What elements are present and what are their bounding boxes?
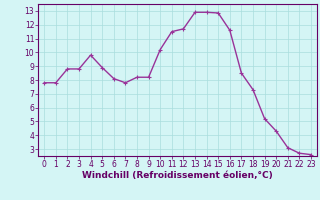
X-axis label: Windchill (Refroidissement éolien,°C): Windchill (Refroidissement éolien,°C) xyxy=(82,171,273,180)
